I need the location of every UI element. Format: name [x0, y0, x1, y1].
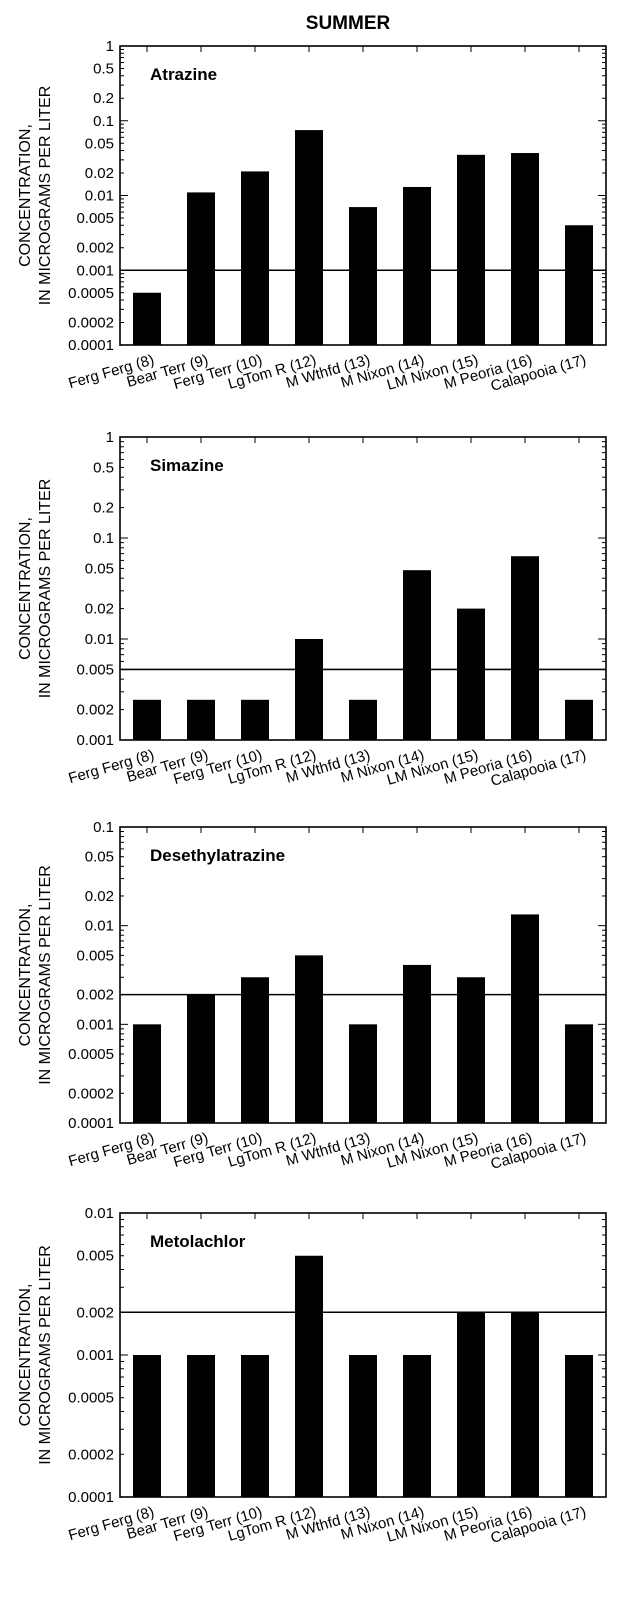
y-tick-label: 0.1: [93, 819, 114, 836]
y-tick-label: 0.01: [85, 1205, 114, 1222]
y-tick-label: 0.0005: [68, 1390, 114, 1407]
bar-3: [241, 1355, 269, 1497]
y-tick-label: 0.02: [85, 165, 114, 182]
y-tick-label: 0.5: [93, 459, 114, 476]
bar-1: [133, 1355, 161, 1497]
y-axis-label-line1: CONCENTRATION,: [17, 517, 34, 660]
y-tick-label: 0.001: [76, 262, 114, 279]
bar-5: [349, 699, 377, 740]
chart-panel-1: 1 0.5 0.2 0.1 0.05 0.02 0.01 0.005 0.002 0.001 0.0…: [17, 38, 607, 395]
bar-2: [187, 1355, 215, 1497]
bar-8: [511, 153, 539, 345]
y-axis-label-line2: IN MICROGRAMS PER LITER: [37, 1245, 54, 1465]
bar-1: [133, 292, 161, 345]
plot-frame: [119, 1212, 607, 1498]
bar-7: [457, 608, 485, 740]
bar-4: [295, 639, 323, 740]
bar-8: [511, 914, 539, 1123]
y-axis-label-line1: CONCENTRATION,: [17, 904, 34, 1047]
bar-6: [403, 186, 431, 345]
y-tick-label: 0.005: [76, 210, 114, 227]
plot-frame: [119, 436, 607, 741]
y-axis-label-line2: IN MICROGRAMS PER LITER: [37, 865, 54, 1085]
bar-6: [403, 1355, 431, 1497]
plot-frame: [119, 45, 607, 346]
y-tick-label: 0.0001: [68, 1489, 114, 1506]
plot-frame: [119, 826, 607, 1124]
chart-title: Simazine: [150, 456, 224, 475]
bar-7: [457, 1312, 485, 1497]
bar-6: [403, 570, 431, 740]
y-tick-label: 0.005: [76, 1248, 114, 1265]
y-tick-label: 0.02: [85, 601, 114, 618]
y-tick-label: 0.005: [76, 947, 114, 964]
bar-2: [187, 699, 215, 740]
y-tick-label: 0.01: [85, 631, 114, 648]
chart-title: Atrazine: [150, 65, 217, 84]
chart-title: Metolachlor: [150, 1232, 246, 1251]
bar-4: [295, 130, 323, 345]
bar-5: [349, 1355, 377, 1497]
y-tick-label: 0.01: [85, 918, 114, 935]
bar-7: [457, 977, 485, 1123]
y-tick-label: 1: [106, 38, 114, 55]
y-tick-label: 0.01: [85, 188, 114, 205]
y-tick-label: 0.001: [76, 1016, 114, 1033]
bar-1: [133, 699, 161, 740]
chart-panel-2: 10.50.20.10.050.020.010.0050.0020.001Fer…: [17, 429, 607, 790]
figure-title: SUMMER: [306, 13, 391, 34]
bar-1: [133, 1024, 161, 1123]
y-tick-label: 1: [106, 429, 114, 446]
bar-9: [565, 225, 593, 345]
y-tick-label: 0.0002: [68, 1446, 114, 1463]
y-axis-label-line1: CONCENTRATION,: [17, 124, 34, 267]
y-tick-label: 0.002: [76, 702, 114, 719]
y-tick-label: 0.0002: [68, 1085, 114, 1102]
bar-5: [349, 1024, 377, 1123]
y-tick-label: 0.5: [93, 61, 114, 78]
y-tick-label: 0.1: [93, 530, 114, 547]
bar-2: [187, 994, 215, 1123]
y-tick-label: 0.02: [85, 888, 114, 905]
y-tick-label: 0.2: [93, 90, 114, 107]
y-tick-label: 0.002: [76, 1304, 114, 1321]
bar-2: [187, 192, 215, 345]
y-tick-label: 0.0005: [68, 1046, 114, 1063]
y-tick-label: 0.0005: [68, 285, 114, 302]
bar-7: [457, 154, 485, 345]
bar-3: [241, 699, 269, 740]
y-tick-label: 0.05: [85, 135, 114, 152]
y-tick-label: 0.005: [76, 661, 114, 678]
bar-9: [565, 1024, 593, 1123]
bar-9: [565, 699, 593, 740]
y-tick-label: 0.0001: [68, 1115, 114, 1132]
bar-3: [241, 977, 269, 1123]
bar-8: [511, 556, 539, 740]
bar-5: [349, 207, 377, 345]
y-tick-label: 0.001: [76, 732, 114, 749]
y-tick-label: 0.05: [85, 849, 114, 866]
y-tick-label: 0.05: [85, 560, 114, 577]
y-tick-label: 0.0002: [68, 314, 114, 331]
chart-title: Desethylatrazine: [150, 846, 285, 865]
y-tick-label: 0.1: [93, 113, 114, 130]
y-axis-label-line2: IN MICROGRAMS PER LITER: [37, 86, 54, 306]
bar-3: [241, 171, 269, 345]
bar-4: [295, 1255, 323, 1497]
chart-panel-4: 0.010.0050.0020.0010.00050.00020.0001Fer…: [17, 1205, 607, 1547]
bar-6: [403, 964, 431, 1123]
bar-9: [565, 1355, 593, 1497]
chart-panel-3: 0.1 0.05 0.02 0.01 0.005 0.002 0.001 0.0005 0.00…: [17, 819, 607, 1173]
y-tick-label: 0.001: [76, 1347, 114, 1364]
y-tick-label: 0.002: [76, 987, 114, 1004]
bar-8: [511, 1312, 539, 1497]
y-axis-label-line1: CONCENTRATION,: [17, 1284, 34, 1427]
y-tick-label: 0.002: [76, 240, 114, 257]
bar-4: [295, 955, 323, 1123]
y-axis-label-line2: IN MICROGRAMS PER LITER: [37, 479, 54, 699]
y-tick-label: 0.0001: [68, 337, 114, 354]
y-tick-label: 0.2: [93, 500, 114, 517]
